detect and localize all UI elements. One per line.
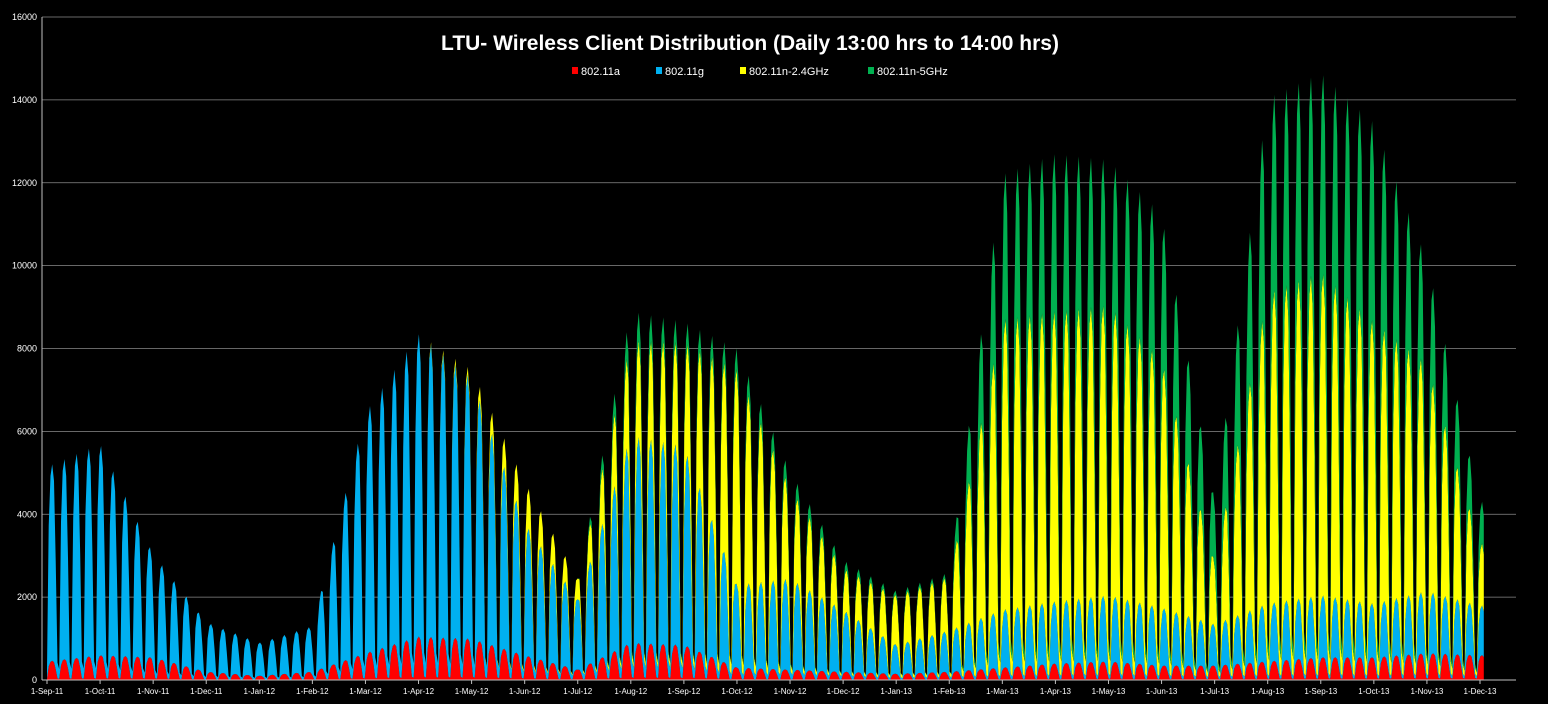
y-tick-label: 14000 [12,95,37,105]
y-tick-label: 6000 [17,426,37,436]
x-tick-label: 1-Mar-12 [349,687,382,696]
y-tick-label: 16000 [12,12,37,22]
y-tick-label: 10000 [12,261,37,271]
x-tick-label: 1-Dec-13 [1464,687,1497,696]
y-tick-label: 2000 [17,592,37,602]
x-tick-label: 1-Feb-12 [296,687,329,696]
x-tick-label: 1-Nov-13 [1410,687,1443,696]
x-tick-label: 1-Oct-11 [85,687,116,696]
x-tick-label: 1-Jul-12 [563,687,592,696]
x-tick-label: 1-Oct-13 [1358,687,1390,696]
y-tick-label: 4000 [17,509,37,519]
x-tick-label: 1-Jul-13 [1200,687,1229,696]
legend-label: 802.11n-5GHz [877,66,948,78]
stacked-areas [47,75,1484,680]
x-tick-label: 1-Nov-12 [774,687,807,696]
x-tick-label: 1-Jan-12 [244,687,276,696]
x-tick-label: 1-Oct-12 [721,687,753,696]
legend-swatch [740,67,746,74]
area-802-11n-2-4ghz [47,274,1484,679]
x-tick-label: 1-May-13 [1092,687,1126,696]
chart-title: LTU- Wireless Client Distribution (Daily… [441,32,1059,55]
legend-label: 802.11g [665,66,704,78]
x-tick-label: 1-Aug-12 [614,687,647,696]
x-tick-label: 1-Nov-11 [137,687,170,696]
legend-label: 802.11n-2.4GHz [749,66,829,78]
legend-swatch [572,67,578,74]
x-tick-label: 1-Dec-12 [827,687,860,696]
x-tick-label: 1-May-12 [455,687,489,696]
y-tick-label: 12000 [12,178,37,188]
x-tick-label: 1-Sep-12 [667,687,700,696]
x-tick-label: 1-Jun-12 [509,687,541,696]
area-802-11g [47,334,1484,680]
x-tick-label: 1-Dec-11 [190,687,223,696]
y-tick-label: 0 [32,675,37,685]
y-tick-label: 8000 [17,344,37,354]
area-802-11a [47,636,1484,680]
x-tick-label: 1-Sep-11 [31,687,64,696]
x-tick-label: 1-Apr-13 [1040,687,1072,696]
legend-swatch [656,67,662,74]
x-tick-label: 1-Feb-13 [933,687,966,696]
x-axis-ticks: 1-Sep-11 1-Oct-11 1-Nov-11 1-Dec-11 1-Jan-12… [31,680,1497,696]
gridlines [42,16,1516,598]
legend-swatch [868,67,874,74]
y-axis-ticks: 0 2000 4000 6000 8000 10000 12000 14000 16000 [12,12,37,685]
legend-label: 802.11a [581,66,621,78]
axes [41,17,1516,681]
x-tick-label: 1-Jun-13 [1146,687,1178,696]
x-tick-label: 1-Apr-12 [403,687,435,696]
x-tick-label: 1-Jan-13 [880,687,912,696]
x-tick-label: 1-Sep-13 [1304,687,1337,696]
x-tick-label: 1-Mar-13 [986,687,1019,696]
x-tick-label: 1-Aug-13 [1251,687,1284,696]
legend: 802.11a 802.11g 802.11n-2.4GHz 802.11n-5GHz [572,66,948,78]
